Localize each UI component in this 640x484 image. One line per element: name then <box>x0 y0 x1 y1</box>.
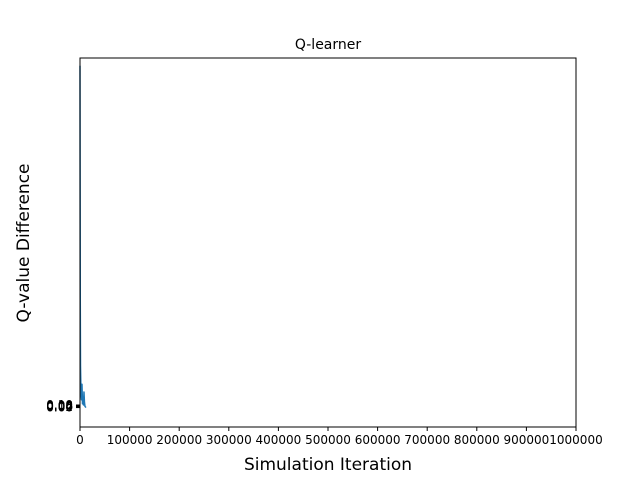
x-tick-label: 700000 <box>404 433 450 447</box>
x-tick-label: 600000 <box>355 433 401 447</box>
chart-title: Q-learner <box>295 37 362 53</box>
y-tick-label: 0.08 <box>46 399 73 413</box>
y-tick-label: 0.10 <box>46 398 73 412</box>
y-axis-ticks: 0.000.020.040.060.080.10 <box>46 398 80 415</box>
x-tick-label: 1000000 <box>549 433 602 447</box>
y-axis-label: Q-value Difference <box>14 163 34 322</box>
x-tick-label: 800000 <box>454 433 500 447</box>
x-tick-label: 100000 <box>107 433 153 447</box>
x-axis-label: Simulation Iteration <box>244 455 412 475</box>
plot-area <box>79 65 87 409</box>
y-tick-label: 0.02 <box>46 400 73 414</box>
y-tick-label: 0.06 <box>46 399 73 413</box>
x-tick-label: 200000 <box>156 433 202 447</box>
series-line-0 <box>79 65 87 409</box>
y-tick-label: 0.00 <box>46 401 73 415</box>
x-tick-label: 0 <box>76 433 84 447</box>
plot-frame <box>79 57 577 428</box>
y-tick-label: 0.04 <box>46 400 73 414</box>
x-tick-label: 300000 <box>206 433 252 447</box>
x-tick-label: 400000 <box>255 433 301 447</box>
x-tick-label: 900000 <box>503 433 549 447</box>
x-tick-label: 500000 <box>305 433 351 447</box>
x-axis-ticks: 0 100000 200000 300000 400000 500000 600000 700… <box>76 427 603 447</box>
